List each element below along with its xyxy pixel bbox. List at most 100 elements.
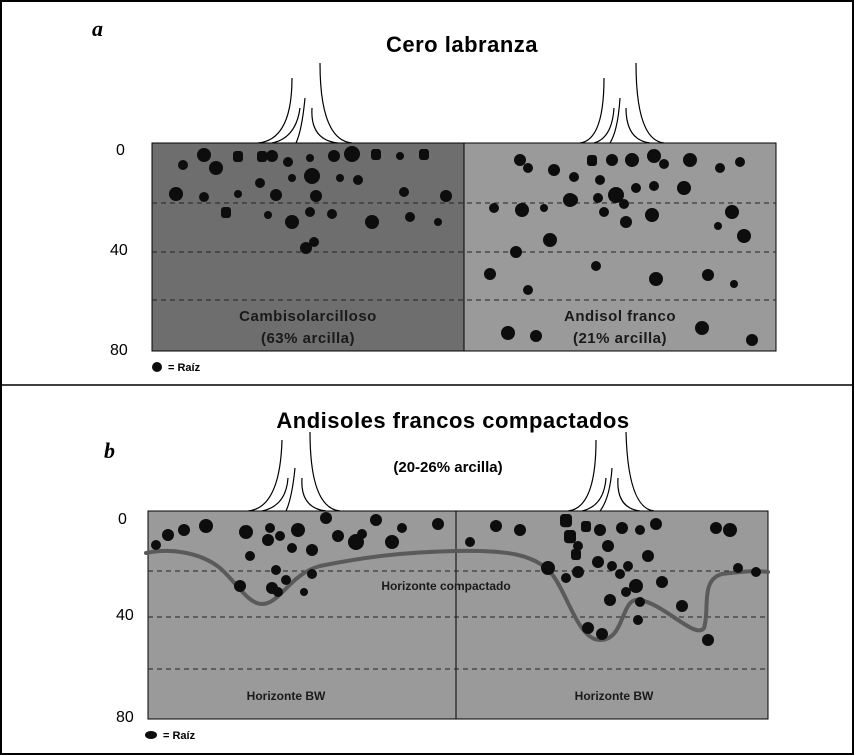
panel-b-root [581,521,591,532]
panel-a-root [234,190,242,198]
panel-b-root [275,531,285,541]
panel-a-root [197,148,211,162]
panel-b-root [615,569,625,579]
panel-b-root [307,569,317,579]
panel-a-root [328,150,340,162]
panel-b-left-plant [247,431,341,512]
panel-a-root [310,190,322,202]
panel-a-root [501,326,515,340]
panel-a-root [625,153,639,167]
panel-a-root [530,330,542,342]
panel-b-root [572,566,584,578]
panel-a-root [695,321,709,335]
panel-b-root [629,579,643,593]
panel-a-root [514,154,526,166]
panel-a-root [523,285,533,295]
panel-a-root [645,208,659,222]
panel-b-root [234,580,246,592]
panel-b-root [178,524,190,536]
panel-a-root [489,203,499,213]
panel-a-legend-root-symbol [152,362,162,372]
panel-b-right-horizon-label: Horizonte BW [575,689,654,703]
panel-b-roots [151,512,761,646]
panel-a-root [396,152,404,160]
panel-b-root [733,563,743,573]
panel-a-title: Cero labranza [386,32,538,57]
panel-a: a Cero labranza 0 40 80 [92,16,777,374]
panel-a-left-soil-clay: (63% arcilla) [261,330,355,347]
panel-a-root [715,163,725,173]
panel-b-root [199,519,213,533]
panel-a-tick-40: 40 [110,242,128,259]
panel-b-root [564,530,576,544]
panel-a-roots [169,146,758,346]
panel-b-root [621,587,631,597]
panel-a-root [270,189,282,201]
panel-a-root [543,233,557,247]
panel-b-root [514,524,526,536]
panel-b-root [162,529,174,541]
panel-a-root [620,216,632,228]
panel-a-root [336,174,344,182]
panel-a-root [305,207,315,217]
panel-a-root [304,168,320,184]
panel-b-root [281,575,291,585]
panel-a-root [606,154,618,166]
panel-b-root [650,518,662,530]
panel-a-left-soil-name: Cambisolarcilloso [239,308,377,325]
panel-b-root [300,588,308,596]
panel-a-root [309,237,319,247]
panel-b-root [642,550,654,562]
panel-a-root [746,334,758,346]
panel-a-root [563,193,577,207]
panel-b-root [594,524,606,536]
panel-b-root [573,541,583,551]
panel-b-title: Andisoles francos compactados [276,408,629,433]
panel-b-root [265,523,275,533]
panel-a-root [255,178,265,188]
panel-b-root [702,634,714,646]
panel-a-root [523,163,533,173]
panel-a-root [714,222,722,230]
panel-a-legend: = Raíz [168,362,201,374]
panel-a-root [649,181,659,191]
panel-b-root [633,615,643,625]
panel-a-root [285,215,299,229]
panel-b-root [291,523,305,537]
panel-a-root [233,151,243,162]
panel-a-tick-0: 0 [116,142,125,159]
panel-a-root [548,164,560,176]
panel-a-root [327,209,337,219]
panel-b-right-plant [567,431,655,512]
panel-b-root [635,525,645,535]
panel-a-root [599,207,609,217]
panel-a-root [587,155,597,166]
panel-b-root [676,600,688,612]
panel-b-root [710,522,722,534]
panel-b-left-block [147,510,457,720]
panel-a-root [702,269,714,281]
panel-b-root [560,514,572,528]
panel-b-root [604,594,616,606]
panel-b-root [385,535,399,549]
panel-b-root [245,551,255,561]
panel-b-root [271,565,281,575]
panel-a-root [659,159,669,169]
panel-a-root [730,280,738,288]
panel-a-root [735,157,745,167]
panel-a-root [199,192,209,202]
panel-b-root [571,549,581,560]
panel-a-root [737,229,751,243]
panel-b-root [357,529,367,539]
panel-a-root [344,146,360,162]
panel-b-left-horizon-label: Horizonte BW [247,689,326,703]
panel-a-root [631,183,641,193]
panel-b-tick-0: 0 [118,511,127,528]
panel-b-root [465,537,475,547]
panel-a-tick-80: 80 [110,342,128,359]
panel-a-root [264,211,272,219]
panel-b: b Andisoles francos compactados (20-26% … [104,408,770,742]
panel-a-root [647,149,661,163]
